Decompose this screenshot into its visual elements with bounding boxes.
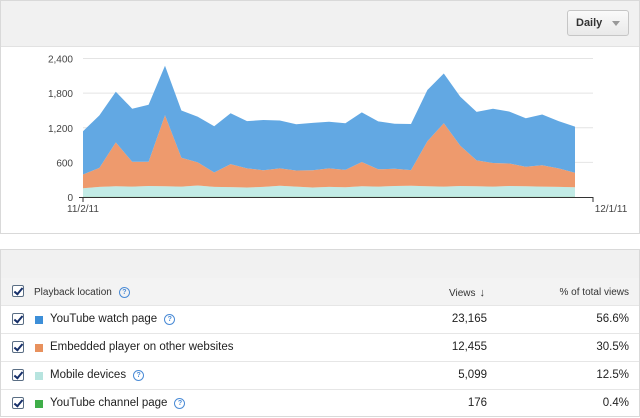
row-checkbox[interactable]: [12, 313, 24, 325]
help-icon[interactable]: ?: [174, 398, 185, 409]
pct-column-header[interactable]: % of total views: [560, 287, 629, 298]
chart-toolbar: Daily: [1, 1, 639, 47]
playback-location-table: Playback location? Views ↓ % of total vie…: [0, 249, 640, 417]
series-swatch: [35, 372, 43, 380]
row-pct: 12.5%: [596, 369, 629, 381]
views-chart-panel: Daily 0 600 1,200 1,800 2,400 11/2/11 12/1/11: [0, 0, 640, 234]
row-views: 176: [468, 397, 487, 409]
granularity-dropdown[interactable]: Daily: [567, 10, 629, 36]
row-checkbox[interactable]: [12, 397, 24, 409]
table-row: YouTube channel page? 176 0.4%: [1, 390, 639, 418]
y-tick-label: 1,800: [48, 89, 73, 100]
row-pct: 0.4%: [603, 397, 629, 409]
table-topbar: [1, 250, 639, 279]
help-icon[interactable]: ?: [133, 370, 144, 381]
sort-down-icon: ↓: [480, 287, 486, 299]
row-views: 5,099: [458, 369, 487, 381]
help-icon[interactable]: ?: [119, 287, 130, 298]
views-header-label: Views: [449, 288, 476, 299]
table-row: YouTube watch page? 23,165 56.6%: [1, 306, 639, 334]
stacked-area-chart: 0 600 1,200 1,800 2,400 11/2/11 12/1/11: [1, 47, 639, 233]
row-checkbox[interactable]: [12, 341, 24, 353]
row-label: YouTube channel page: [50, 397, 167, 409]
table-row: Embedded player on other websites 12,455…: [1, 334, 639, 362]
row-label: Embedded player on other websites: [50, 341, 233, 353]
chevron-down-icon: [612, 21, 620, 26]
series-swatch: [35, 316, 43, 324]
row-pct: 30.5%: [596, 341, 629, 353]
granularity-label: Daily: [576, 17, 602, 29]
y-tick-label: 0: [67, 193, 73, 204]
row-views: 12,455: [452, 341, 487, 353]
dimension-header: Playback location: [34, 287, 112, 298]
row-label: YouTube watch page: [50, 313, 157, 325]
table-header-row: Playback location? Views ↓ % of total vie…: [1, 278, 639, 306]
y-tick-label: 2,400: [48, 55, 73, 66]
y-tick-label: 600: [56, 158, 73, 169]
x-tick-label: 12/1/11: [595, 204, 628, 215]
views-column-header[interactable]: Views ↓: [449, 287, 485, 299]
help-icon[interactable]: ?: [164, 314, 175, 325]
x-tick-label: 11/2/11: [67, 204, 99, 215]
row-checkbox[interactable]: [12, 369, 24, 381]
series-swatch: [35, 344, 43, 352]
table-row: Mobile devices? 5,099 12.5%: [1, 362, 639, 390]
y-tick-label: 1,200: [48, 124, 73, 135]
select-all-checkbox[interactable]: [12, 285, 24, 297]
row-pct: 56.6%: [596, 313, 629, 325]
series-swatch: [35, 400, 43, 408]
row-label: Mobile devices: [50, 369, 126, 381]
series-area: [83, 186, 575, 197]
row-views: 23,165: [452, 313, 487, 325]
